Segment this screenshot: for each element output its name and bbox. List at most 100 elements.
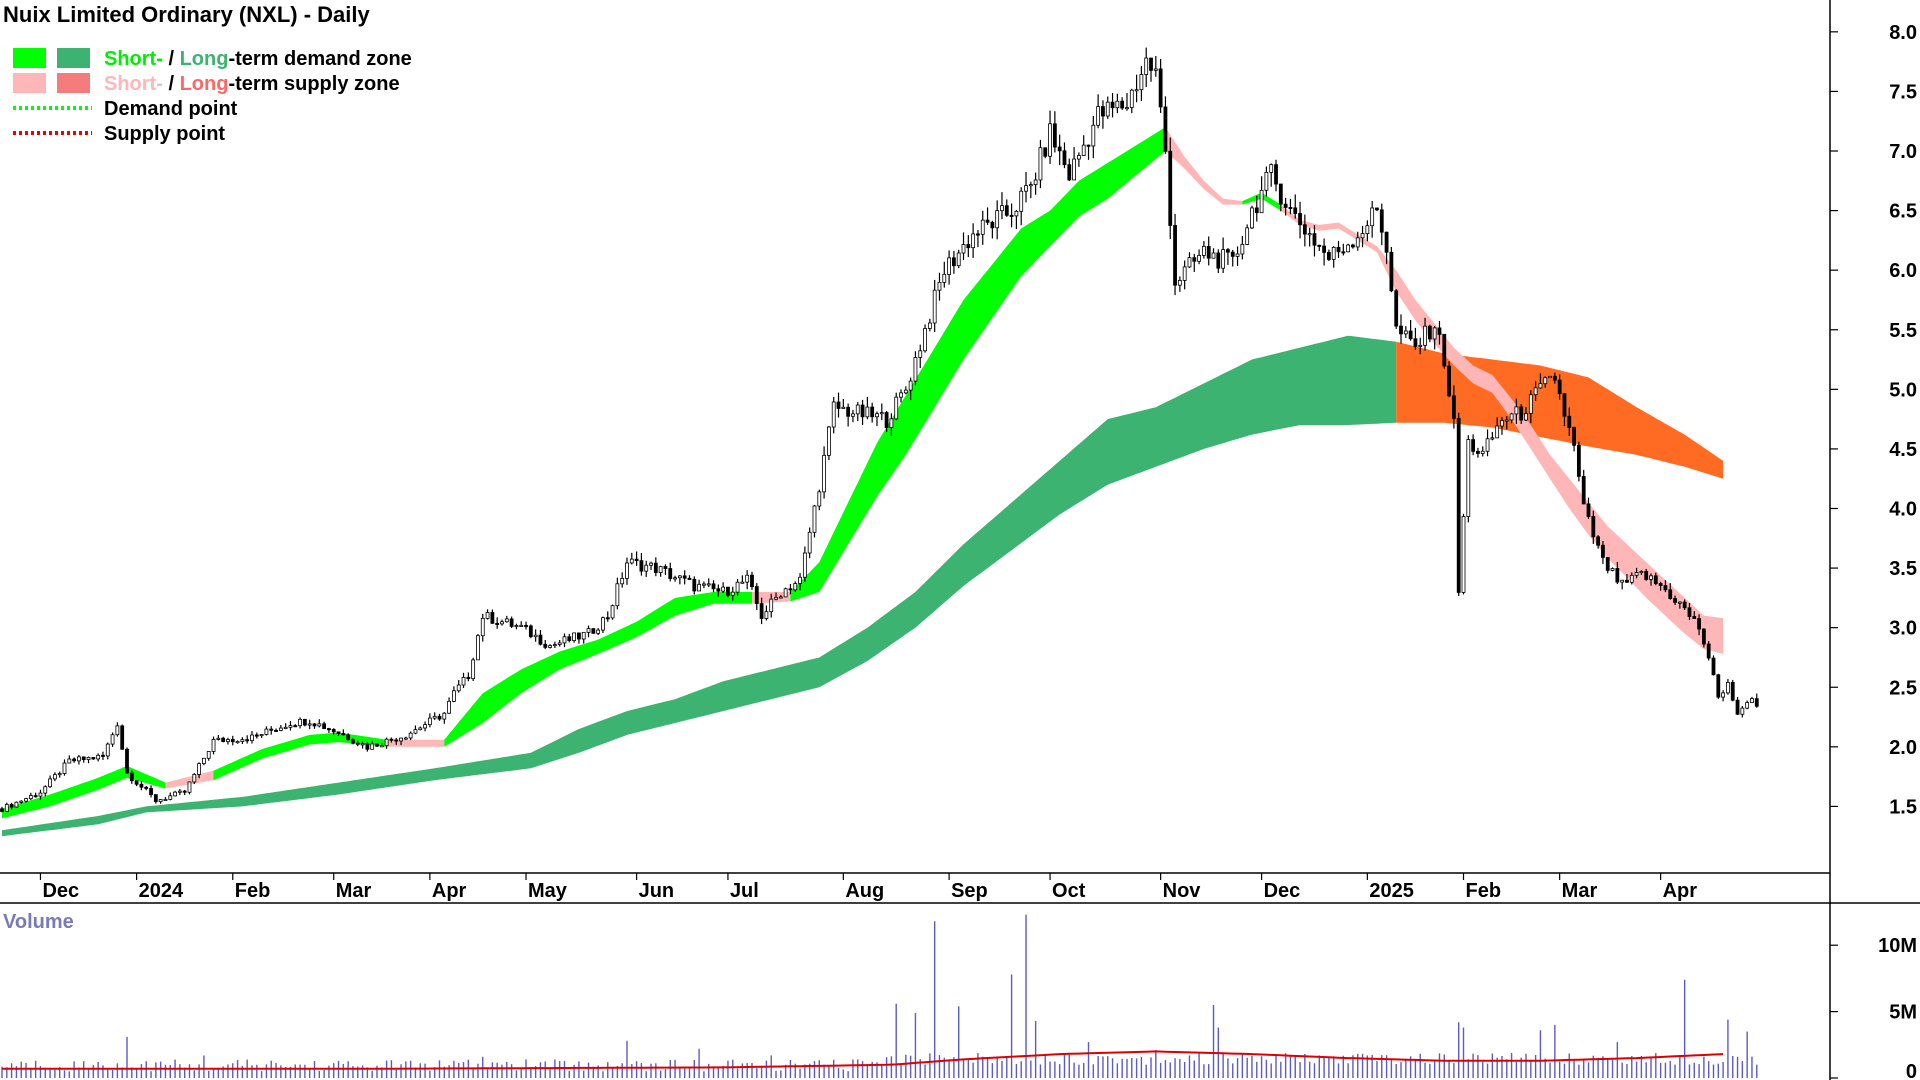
price-candles xyxy=(0,47,1759,813)
candle-body-172 xyxy=(827,426,831,456)
candle-body-287 xyxy=(1379,209,1384,233)
candle-body-299 xyxy=(1437,327,1442,335)
candle-body-107 xyxy=(514,624,519,627)
candle-body-340 xyxy=(1634,572,1639,576)
x-tick-label-7: Jul xyxy=(730,880,759,902)
candle-body-314 xyxy=(1509,413,1514,421)
candle-body-42 xyxy=(202,757,206,765)
candle-body-46 xyxy=(221,737,226,742)
candle-body-341 xyxy=(1639,570,1644,574)
candle-body-29 xyxy=(139,783,144,788)
candle-body-252 xyxy=(1211,252,1216,259)
candle-body-133 xyxy=(639,560,644,572)
candle-body-322 xyxy=(1548,375,1552,379)
volume-axis-ticks: 0 5M 10M xyxy=(1830,935,1917,1080)
candle-body-142 xyxy=(682,575,687,579)
candle-body-221 xyxy=(1062,150,1067,166)
candle-body-25 xyxy=(120,725,125,750)
candle-body-15 xyxy=(72,758,77,762)
candle-body-319 xyxy=(1533,387,1538,396)
candle-body-69 xyxy=(331,729,336,733)
candle-body-60 xyxy=(288,725,293,728)
candle-body-184 xyxy=(884,412,889,428)
candle-body-261 xyxy=(1254,207,1259,214)
candle-body-347 xyxy=(1668,589,1673,599)
candle-body-191 xyxy=(918,350,923,358)
candle-body-302 xyxy=(1451,395,1456,419)
candle-body-337 xyxy=(1620,579,1625,583)
candle-body-31 xyxy=(149,788,153,796)
candle-body-365 xyxy=(1754,698,1759,707)
candle-body-57 xyxy=(274,729,278,732)
candle-body-30 xyxy=(144,786,149,789)
candle-body-270 xyxy=(1298,213,1302,226)
candle-body-148 xyxy=(711,583,716,590)
candle-body-26 xyxy=(125,748,129,774)
candle-body-152 xyxy=(730,591,735,596)
y-tick-label-3: 3.0 xyxy=(1889,618,1917,640)
candle-body-143 xyxy=(687,577,692,580)
candle-body-114 xyxy=(548,645,552,648)
candle-body-223 xyxy=(1072,158,1076,181)
candle-body-96 xyxy=(461,676,466,686)
candle-body-100 xyxy=(480,617,485,637)
candle-body-136 xyxy=(653,562,658,573)
candle-body-149 xyxy=(716,588,721,592)
candle-body-323 xyxy=(1552,375,1557,381)
candle-body-216 xyxy=(1038,147,1043,181)
candle-body-111 xyxy=(533,634,538,638)
candle-body-33 xyxy=(158,799,163,803)
candle-body-285 xyxy=(1370,207,1375,227)
candle-body-361 xyxy=(1735,699,1740,715)
short-term-zone-supply-segment-7 xyxy=(1165,127,1243,205)
candle-body-233 xyxy=(1120,100,1125,109)
candle-body-58 xyxy=(278,727,283,731)
y-tick-label-9: 6.0 xyxy=(1889,260,1917,282)
candle-body-21 xyxy=(101,754,105,757)
candle-body-79 xyxy=(379,745,384,748)
candle-body-173 xyxy=(831,401,836,428)
candle-body-48 xyxy=(230,739,235,743)
candle-body-238 xyxy=(1144,57,1149,75)
volume-average-line xyxy=(2,1050,1724,1070)
candle-body-156 xyxy=(750,574,754,588)
candle-body-174 xyxy=(836,401,841,409)
candle-body-312 xyxy=(1500,420,1504,427)
candle-body-214 xyxy=(1028,184,1033,187)
volume-panel-title: Volume xyxy=(3,911,74,933)
candle-body-147 xyxy=(706,583,711,586)
candle-body-20 xyxy=(96,754,101,760)
candle-body-283 xyxy=(1360,233,1365,239)
candle-body-292 xyxy=(1403,330,1408,335)
y-tick-label-5: 4.0 xyxy=(1889,499,1917,521)
candle-body-44 xyxy=(211,739,216,752)
candle-body-349 xyxy=(1677,601,1682,604)
candle-body-160 xyxy=(769,598,774,613)
candle-body-116 xyxy=(557,642,562,645)
candle-body-117 xyxy=(562,636,567,644)
candle-body-39 xyxy=(187,781,192,793)
candle-body-177 xyxy=(851,413,855,417)
candle-body-269 xyxy=(1293,207,1298,214)
candle-body-7 xyxy=(33,795,38,798)
candle-body-224 xyxy=(1076,155,1081,160)
candle-body-320 xyxy=(1538,383,1543,389)
candle-body-80 xyxy=(384,738,389,747)
candle-body-308 xyxy=(1480,450,1485,454)
candle-body-245 xyxy=(1177,280,1182,286)
candle-body-27 xyxy=(129,772,134,782)
candle-body-118 xyxy=(567,636,572,642)
candle-body-267 xyxy=(1283,203,1288,208)
candle-body-158 xyxy=(759,603,764,619)
candle-body-196 xyxy=(942,273,947,283)
candle-body-112 xyxy=(538,634,543,645)
x-tick-label-4: Apr xyxy=(432,880,467,902)
candle-body-68 xyxy=(327,728,331,731)
candle-body-55 xyxy=(264,728,269,735)
candle-body-10 xyxy=(48,778,52,788)
candle-body-139 xyxy=(668,568,673,579)
candle-body-150 xyxy=(721,586,726,592)
candle-body-273 xyxy=(1312,233,1317,246)
candle-body-74 xyxy=(355,742,360,745)
x-tick-label-2: Feb xyxy=(235,880,271,902)
